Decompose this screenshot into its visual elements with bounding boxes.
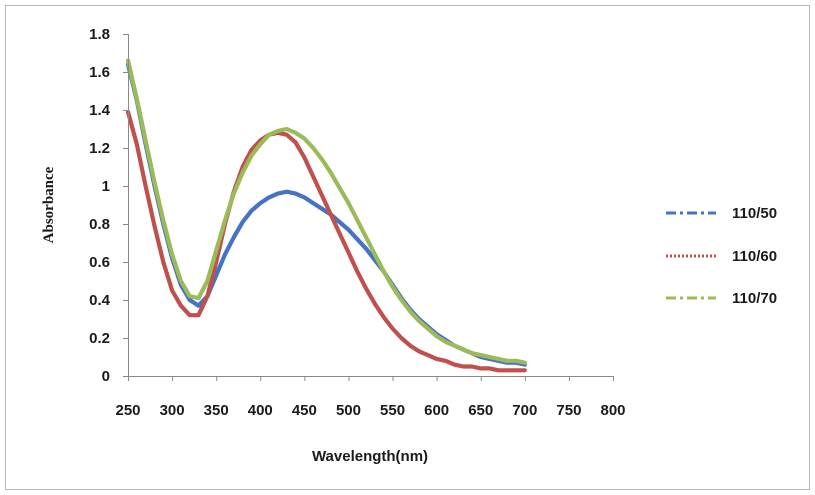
y-tick-label: 1 — [102, 178, 110, 195]
plot-area — [125, 58, 527, 373]
y-tick-label: 1.6 — [89, 64, 110, 81]
series-line-110-70 — [125, 58, 527, 365]
x-axis-title: Wavelength(nm) — [312, 448, 428, 465]
y-tick-label: 0.8 — [89, 216, 110, 233]
y-tick-label: 1.8 — [89, 26, 110, 43]
legend-label: 110/70 — [732, 290, 777, 307]
x-tick-label: 450 — [292, 402, 317, 419]
y-axis-title: Absorbance — [41, 166, 57, 243]
y-tick-label: 1.4 — [89, 102, 111, 119]
x-tick-label: 300 — [160, 402, 185, 419]
legend-label: 110/50 — [732, 205, 777, 222]
y-tick-label: 1.2 — [89, 140, 110, 157]
x-tick-label: 550 — [380, 402, 405, 419]
x-tick-label: 350 — [204, 402, 229, 419]
x-tick-label: 700 — [512, 402, 537, 419]
y-tick-label: 0.4 — [89, 292, 111, 309]
x-tick-label: 250 — [115, 402, 140, 419]
y-tick-label: 0.6 — [89, 254, 110, 271]
legend-label: 110/60 — [732, 248, 777, 265]
x-tick-label: 750 — [556, 402, 581, 419]
y-tick-labels: 0 0.2 0.4 0.6 0.8 1 1.2 1.4 1.6 1.8 — [89, 26, 128, 385]
x-tick-labels: 250 300 350 400 450 500 550 600 650 700 750 800 — [115, 376, 626, 419]
legend: 110/50 110/60 110/70 — [666, 205, 777, 307]
x-tick-label: 650 — [468, 402, 493, 419]
x-tick-label: 800 — [600, 402, 625, 419]
y-tick-label: 0 — [102, 368, 110, 385]
chart-frame — [5, 5, 810, 490]
y-tick-label: 0.2 — [89, 330, 110, 347]
x-tick-label: 500 — [336, 402, 361, 419]
series-line-110-60 — [125, 109, 527, 373]
x-tick-label: 400 — [248, 402, 273, 419]
x-tick-label: 600 — [424, 402, 449, 419]
